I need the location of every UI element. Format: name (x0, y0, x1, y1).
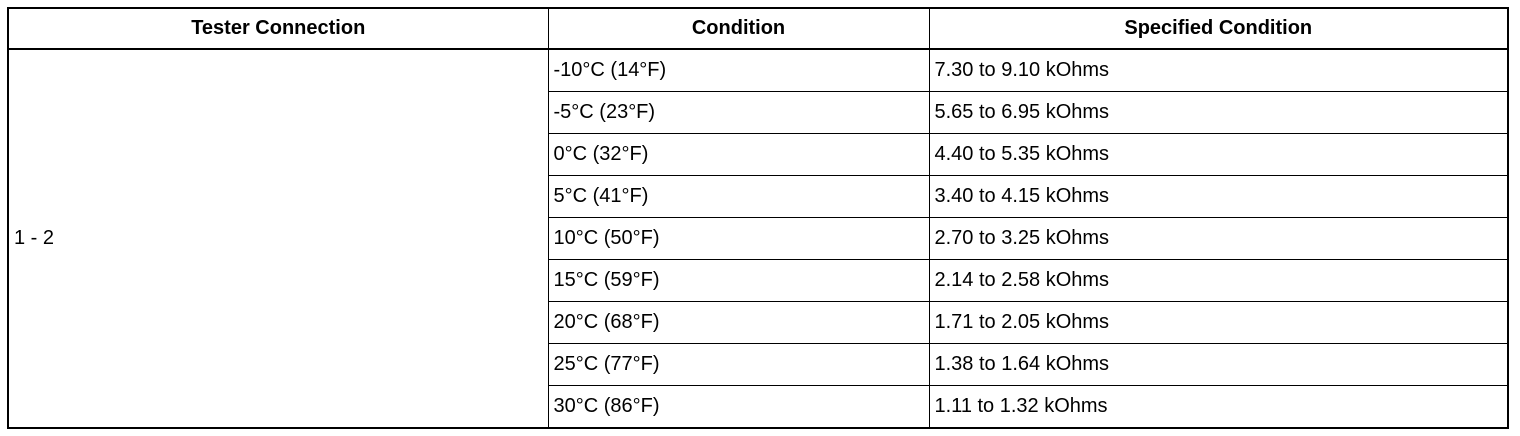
spec-cell: 1.38 to 1.64 kOhms (928, 343, 1509, 386)
table-row: 30°C (86°F) 1.11 to 1.32 kOhms (8, 385, 1509, 429)
header-cell: Condition (547, 7, 930, 50)
condition-cell: 15°C (59°F) (547, 259, 930, 302)
table-row: 25°C (77°F) 1.38 to 1.64 kOhms (8, 343, 1509, 386)
condition-cell: 30°C (86°F) (547, 385, 930, 429)
table-row: 20°C (68°F) 1.71 to 2.05 kOhms (8, 301, 1509, 344)
condition-cell: 0°C (32°F) (547, 133, 930, 176)
header-cell: Tester Connection (7, 7, 549, 50)
spec-cell: 4.40 to 5.35 kOhms (928, 133, 1509, 176)
spec-cell: 2.14 to 2.58 kOhms (928, 259, 1509, 302)
header-row: Tester Connection Condition Specified Cond… (7, 7, 1509, 50)
condition-cell: 5°C (41°F) (547, 175, 930, 218)
condition-cell: -5°C (23°F) (547, 91, 930, 134)
header-cell: Specified Condition (928, 7, 1509, 50)
table-head: Tester Connection Condition Specified Cond… (7, 7, 1509, 50)
spec-cell: 5.65 to 6.95 kOhms (928, 91, 1509, 134)
spec-table: Tester Connection Condition Specified Cond… (7, 7, 1509, 429)
table-row: 1 - 2 -10°C (14°F) 7.30 to 9.10 kOhms (7, 48, 1509, 429)
condition-cell: 20°C (68°F) (547, 301, 930, 344)
condition-cell: -10°C (14°F) (547, 48, 930, 92)
connection-cell: 1 - 2 (7, 48, 549, 429)
table-row: -5°C (23°F) 5.65 to 6.95 kOhms (8, 91, 1509, 134)
spec-cell: 7.30 to 9.10 kOhms (928, 48, 1509, 92)
spec-cell: 3.40 to 4.15 kOhms (928, 175, 1509, 218)
condition-cell: 10°C (50°F) (547, 217, 930, 260)
spec-cell: 2.70 to 3.25 kOhms (928, 217, 1509, 260)
table-body: 1 - 2 -10°C (14°F) 7.30 to 9.10 kOhms -5°C … (7, 48, 1509, 429)
table-row: 15°C (59°F) 2.14 to 2.58 kOhms (8, 259, 1509, 302)
spec-cell: 1.71 to 2.05 kOhms (928, 301, 1509, 344)
table-row: 10°C (50°F) 2.70 to 3.25 kOhms (8, 217, 1509, 260)
condition-cell: 25°C (77°F) (547, 343, 930, 386)
table-row: 0°C (32°F) 4.40 to 5.35 kOhms (8, 133, 1509, 176)
spec-cell: 1.11 to 1.32 kOhms (928, 385, 1509, 429)
table-row: 5°C (41°F) 3.40 to 4.15 kOhms (8, 175, 1509, 218)
